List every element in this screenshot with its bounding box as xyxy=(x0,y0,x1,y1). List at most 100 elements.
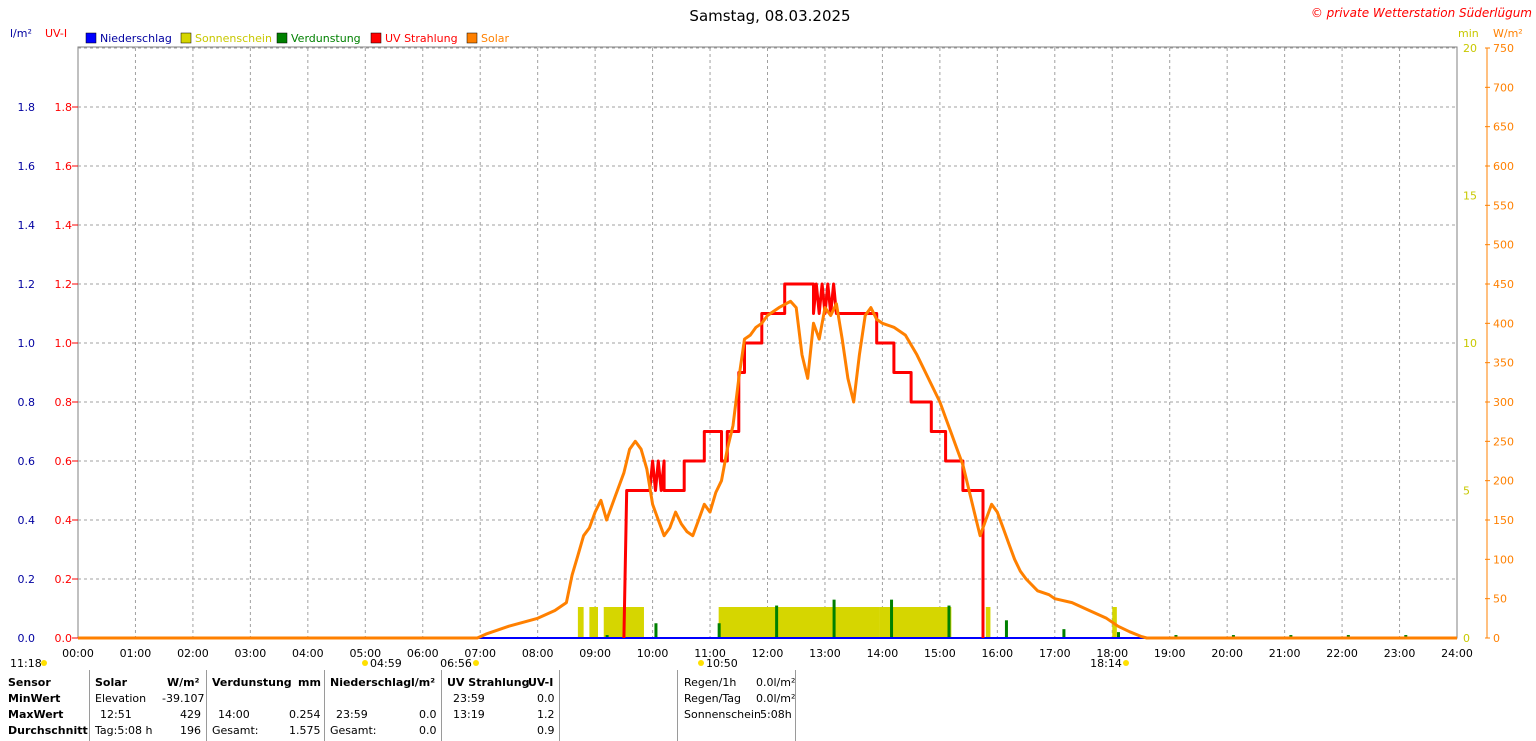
solar-unit: W/m² xyxy=(167,676,200,689)
solar-avg-value: 196 xyxy=(180,724,201,737)
sunshine-bar xyxy=(718,607,880,638)
minutes-axis-tick: 5 xyxy=(1463,485,1470,498)
x-axis-tick: 09:00 xyxy=(579,647,611,660)
x-axis-tick: 07:00 xyxy=(464,647,496,660)
uv-header: UV Strahlung xyxy=(447,676,530,689)
x-axis-tick: 21:00 xyxy=(1269,647,1301,660)
evaporation-bar xyxy=(832,599,836,638)
x-axis-tick: 19:00 xyxy=(1154,647,1186,660)
legend-label: Sonnenschein xyxy=(195,32,272,45)
x-axis-tick: 16:00 xyxy=(981,647,1013,660)
solar-axis-tick: 300 xyxy=(1493,396,1514,409)
time-markers: 11:18 04:59 06:56 10:50 18:14 xyxy=(10,657,1129,670)
left-axis-tick: 0.2 xyxy=(18,573,36,586)
verdunstung-total-value: 1.575 xyxy=(289,724,321,737)
uv-axis-tick: 1.8 xyxy=(55,101,73,114)
solar-axis-tick: 500 xyxy=(1493,239,1514,252)
uv-axis-tick: 0.2 xyxy=(55,573,73,586)
x-axis-tick: 11:00 xyxy=(694,647,726,660)
minutes-axis-tick: 0 xyxy=(1463,632,1470,645)
sunshine-label: Sonnenschein xyxy=(684,708,761,721)
verdunstung-max-value: 0.254 xyxy=(289,708,321,721)
row-label-sensor: Sensor xyxy=(8,676,51,689)
solar-axis-tick: 100 xyxy=(1493,553,1514,566)
solar-axis-tick: 250 xyxy=(1493,435,1514,448)
solar-axis-tick: 750 xyxy=(1493,42,1514,55)
legend-swatch xyxy=(466,32,478,44)
uv-axis-tick: 1.4 xyxy=(55,219,73,232)
x-axis-tick: 00:00 xyxy=(62,647,94,660)
left-axis-tick: 1.0 xyxy=(18,337,36,350)
evaporation-bar xyxy=(1116,632,1120,638)
legend-swatch xyxy=(276,32,288,44)
left-axis-tick: 1.4 xyxy=(18,219,36,232)
niederschlag-max-time: 23:59 xyxy=(336,708,368,721)
minutes-axis-tick: 10 xyxy=(1463,337,1477,350)
x-axis-tick: 02:00 xyxy=(177,647,209,660)
x-axis-tick: 15:00 xyxy=(924,647,956,660)
rain-day-value: 0.0l/m² xyxy=(756,692,796,705)
row-label-avg: Durchschnitt xyxy=(8,724,88,737)
niederschlag-unit: l/m² xyxy=(411,676,436,689)
sun-icon xyxy=(698,660,704,666)
solar-axis-tick: 150 xyxy=(1493,514,1514,527)
uv-axis-tick: 1.2 xyxy=(55,278,73,291)
solar-axis-tick: 450 xyxy=(1493,278,1514,291)
evaporation-bar xyxy=(654,623,658,638)
x-axis-tick: 10:00 xyxy=(637,647,669,660)
evaporation-bar xyxy=(775,605,779,638)
left-axis-unit: l/m² xyxy=(10,27,32,40)
evaporation-bar xyxy=(1062,629,1066,638)
sun-icon xyxy=(473,660,479,666)
x-axis-tick: 06:00 xyxy=(407,647,439,660)
solar-min-value: -39.107 xyxy=(162,692,205,705)
x-axis-tick: 04:00 xyxy=(292,647,324,660)
divider xyxy=(206,670,207,741)
uv-axis-tick: 1.6 xyxy=(55,160,73,173)
divider xyxy=(559,670,560,741)
evaporation-bar xyxy=(717,623,721,638)
row-label-min: MinWert xyxy=(8,692,61,705)
weather-chart: Samstag, 08.03.2025 © private Wetterstat… xyxy=(10,6,1532,670)
solar-axis-tick: 650 xyxy=(1493,121,1514,134)
verdunstung-max-time: 14:00 xyxy=(218,708,250,721)
solar-avg-label: Tag:5:08 h xyxy=(95,724,153,737)
niederschlag-total-value: 0.0 xyxy=(419,724,437,737)
x-axis-tick: 20:00 xyxy=(1211,647,1243,660)
verdunstung-total-label: Gesamt: xyxy=(212,724,259,737)
uv-max-value: 1.2 xyxy=(537,708,555,721)
x-axis-tick: 17:00 xyxy=(1039,647,1071,660)
evaporation-bar xyxy=(890,599,894,638)
legend-swatch xyxy=(85,32,97,44)
minutes-axis-tick: 20 xyxy=(1463,42,1477,55)
x-axis-tick: 13:00 xyxy=(809,647,841,660)
solar-series-line xyxy=(78,299,1457,640)
time-marker-label: 18:14 xyxy=(1090,657,1122,670)
minutes-axis-unit: min xyxy=(1458,27,1479,40)
niederschlag-max-value: 0.0 xyxy=(419,708,437,721)
solar-min-label: Elevation xyxy=(95,692,147,705)
left-axis-tick: 1.6 xyxy=(18,160,36,173)
sunshine-bar xyxy=(985,607,991,638)
legend-swatch xyxy=(370,32,382,44)
uv-axis-tick: 0.8 xyxy=(55,396,73,409)
grid xyxy=(77,46,1458,639)
solar-axis-tick: 50 xyxy=(1493,593,1507,606)
left-axis-tick: 0.6 xyxy=(18,455,36,468)
evaporation-bar xyxy=(947,605,951,638)
sunshine-value: 5:08h xyxy=(760,708,792,721)
left-axis-tick: 1.8 xyxy=(18,101,36,114)
uv-axis-tick: 0.0 xyxy=(55,632,73,645)
time-marker-label: 06:56 xyxy=(440,657,472,670)
x-axis-tick: 03:00 xyxy=(235,647,267,660)
divider xyxy=(324,670,325,741)
time-marker-label: 11:18 xyxy=(10,657,42,670)
sunshine-bar xyxy=(577,607,584,638)
series-lines xyxy=(78,282,1457,640)
legend-label: UV Strahlung xyxy=(385,32,458,45)
rain-1h-label: Regen/1h xyxy=(684,676,737,689)
uv-axis-tick: 1.0 xyxy=(55,337,73,350)
verdunstung-unit: mm xyxy=(298,676,321,689)
sunshine-bar xyxy=(589,607,598,638)
divider xyxy=(89,670,90,741)
